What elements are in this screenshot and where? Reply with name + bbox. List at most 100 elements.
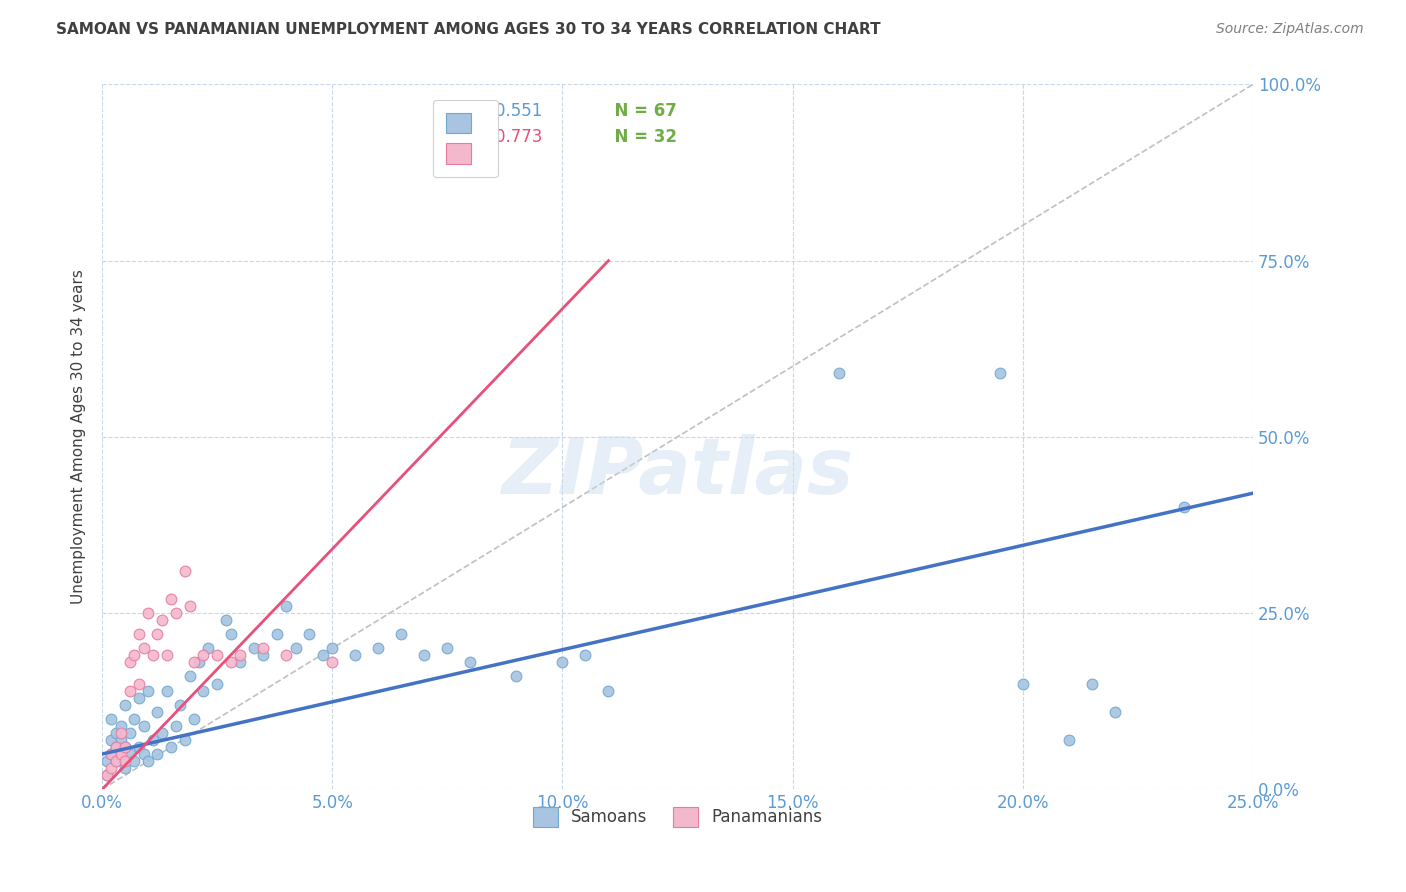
Point bbox=[165, 719, 187, 733]
Point bbox=[136, 683, 159, 698]
Point bbox=[179, 599, 201, 613]
Point bbox=[114, 761, 136, 775]
Point bbox=[165, 606, 187, 620]
Point bbox=[132, 641, 155, 656]
Point bbox=[142, 732, 165, 747]
Point bbox=[96, 754, 118, 768]
Point bbox=[988, 367, 1011, 381]
Point bbox=[243, 641, 266, 656]
Text: R = 0.773: R = 0.773 bbox=[458, 128, 543, 146]
Point bbox=[100, 732, 122, 747]
Point bbox=[169, 698, 191, 712]
Point bbox=[96, 768, 118, 782]
Text: SAMOAN VS PANAMANIAN UNEMPLOYMENT AMONG AGES 30 TO 34 YEARS CORRELATION CHART: SAMOAN VS PANAMANIAN UNEMPLOYMENT AMONG … bbox=[56, 22, 882, 37]
Point bbox=[124, 648, 146, 663]
Point bbox=[1080, 676, 1102, 690]
Point bbox=[128, 690, 150, 705]
Point bbox=[132, 747, 155, 761]
Point bbox=[215, 613, 238, 627]
Point bbox=[156, 683, 179, 698]
Point bbox=[100, 747, 122, 761]
Point bbox=[110, 747, 132, 761]
Point bbox=[321, 656, 343, 670]
Point bbox=[114, 754, 136, 768]
Point bbox=[436, 641, 458, 656]
Point bbox=[284, 641, 307, 656]
Point bbox=[128, 676, 150, 690]
Point bbox=[312, 648, 335, 663]
Text: R = 0.551: R = 0.551 bbox=[458, 103, 543, 120]
Point bbox=[110, 732, 132, 747]
Point bbox=[1104, 705, 1126, 719]
Point bbox=[110, 726, 132, 740]
Point bbox=[174, 564, 197, 578]
Point bbox=[118, 726, 141, 740]
Point bbox=[142, 648, 165, 663]
Point bbox=[321, 641, 343, 656]
Point bbox=[413, 648, 436, 663]
Point bbox=[100, 761, 122, 775]
Point bbox=[100, 747, 122, 761]
Text: N = 32: N = 32 bbox=[603, 128, 676, 146]
Point bbox=[114, 739, 136, 754]
Point bbox=[266, 627, 288, 641]
Point bbox=[276, 648, 298, 663]
Point bbox=[118, 683, 141, 698]
Point bbox=[105, 739, 128, 754]
Point bbox=[505, 669, 527, 683]
Point bbox=[574, 648, 596, 663]
Point bbox=[124, 712, 146, 726]
Point bbox=[150, 613, 173, 627]
Point bbox=[118, 656, 141, 670]
Legend: Samoans, Panamanians: Samoans, Panamanians bbox=[526, 800, 828, 834]
Point bbox=[150, 726, 173, 740]
Point bbox=[551, 656, 574, 670]
Point bbox=[187, 656, 209, 670]
Point bbox=[114, 698, 136, 712]
Point bbox=[146, 627, 169, 641]
Point bbox=[276, 599, 298, 613]
Text: N = 67: N = 67 bbox=[603, 103, 676, 120]
Point bbox=[598, 683, 620, 698]
Point bbox=[207, 676, 229, 690]
Point bbox=[118, 747, 141, 761]
Text: ZIPatlas: ZIPatlas bbox=[502, 434, 853, 510]
Point bbox=[146, 747, 169, 761]
Point bbox=[110, 719, 132, 733]
Point bbox=[146, 705, 169, 719]
Point bbox=[174, 732, 197, 747]
Point bbox=[229, 648, 252, 663]
Point bbox=[105, 726, 128, 740]
Point bbox=[197, 641, 219, 656]
Point bbox=[193, 648, 215, 663]
Point bbox=[183, 712, 205, 726]
Point bbox=[219, 656, 242, 670]
Point bbox=[160, 591, 183, 606]
Text: Source: ZipAtlas.com: Source: ZipAtlas.com bbox=[1216, 22, 1364, 37]
Point bbox=[156, 648, 179, 663]
Point bbox=[128, 739, 150, 754]
Point bbox=[389, 627, 412, 641]
Point bbox=[252, 648, 274, 663]
Point bbox=[229, 656, 252, 670]
Point bbox=[207, 648, 229, 663]
Point bbox=[160, 739, 183, 754]
Point bbox=[1173, 500, 1195, 515]
Point bbox=[460, 656, 482, 670]
Point bbox=[1011, 676, 1033, 690]
Point bbox=[105, 754, 128, 768]
Point bbox=[252, 641, 274, 656]
Point bbox=[124, 754, 146, 768]
Point bbox=[128, 627, 150, 641]
Point bbox=[367, 641, 389, 656]
Point bbox=[105, 739, 128, 754]
Point bbox=[193, 683, 215, 698]
Point bbox=[105, 754, 128, 768]
Point bbox=[179, 669, 201, 683]
Point bbox=[110, 747, 132, 761]
Point bbox=[827, 367, 849, 381]
Y-axis label: Unemployment Among Ages 30 to 34 years: Unemployment Among Ages 30 to 34 years bbox=[72, 269, 86, 604]
Point bbox=[136, 754, 159, 768]
Point bbox=[1057, 732, 1080, 747]
Point bbox=[298, 627, 321, 641]
